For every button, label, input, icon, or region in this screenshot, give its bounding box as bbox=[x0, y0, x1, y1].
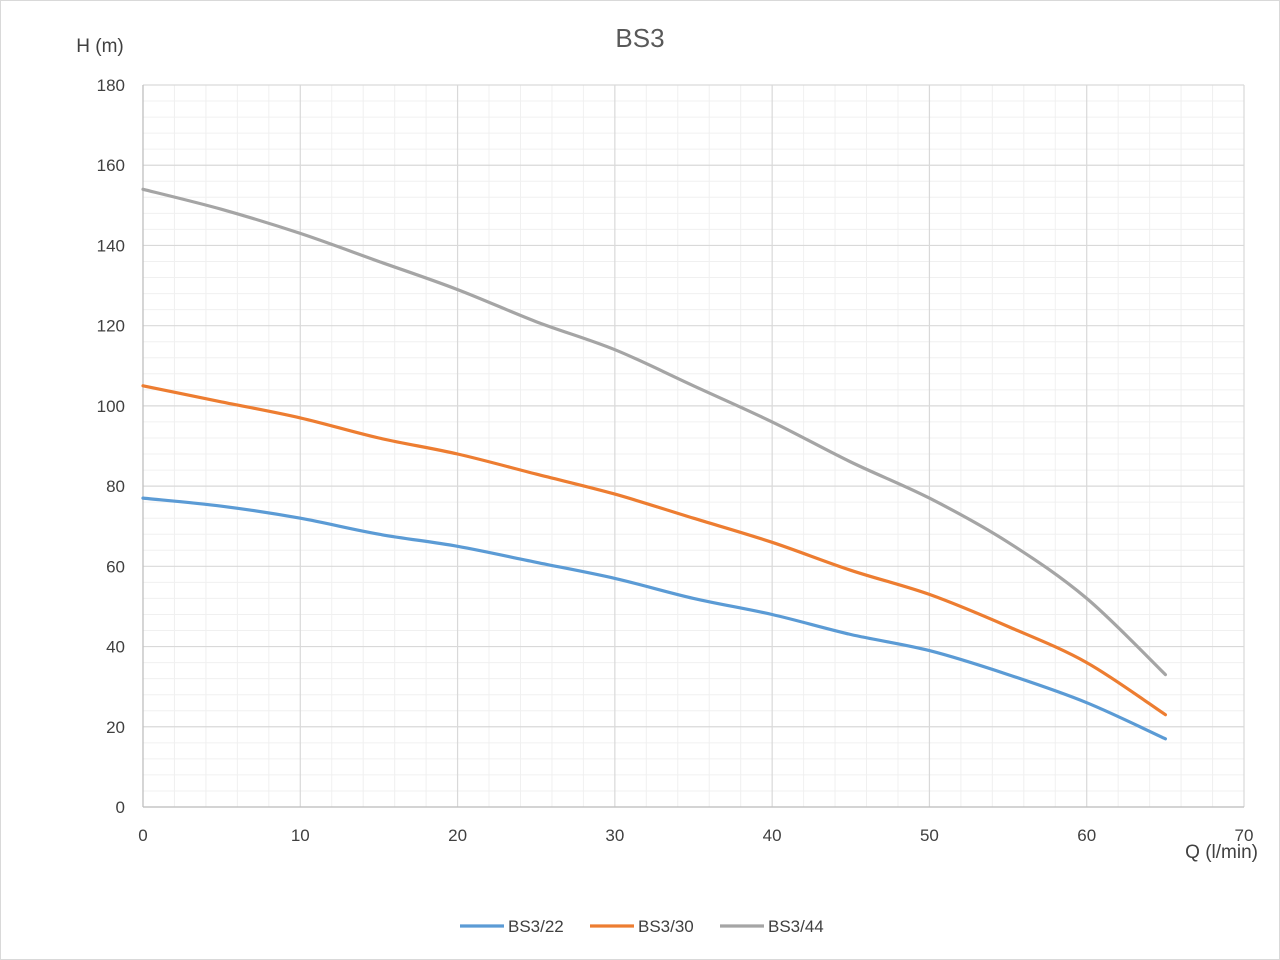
y-tick-label: 100 bbox=[97, 397, 125, 416]
y-tick-label: 20 bbox=[106, 718, 125, 737]
axes bbox=[142, 85, 1244, 808]
legend-label: BS3/44 bbox=[768, 917, 824, 936]
legend-label: BS3/22 bbox=[508, 917, 564, 936]
y-tick-label: 120 bbox=[97, 317, 125, 336]
y-tick-label: 160 bbox=[97, 156, 125, 175]
x-axis-title: Q (l/min) bbox=[1185, 842, 1258, 863]
y-tick-label: 140 bbox=[97, 236, 125, 255]
tick-labels: 0 20 40 60 80 100 120 140 160 180 0 10 20 30 40 50 60 70 bbox=[97, 76, 1254, 845]
legend-item: BS3/30 bbox=[590, 917, 694, 936]
chart-title: BS3 bbox=[615, 23, 664, 53]
y-tick-label: 0 bbox=[116, 798, 125, 817]
x-tick-label: 70 bbox=[1235, 826, 1254, 845]
legend-item: BS3/44 bbox=[720, 917, 824, 936]
x-tick-label: 10 bbox=[291, 826, 310, 845]
legend-item: BS3/22 bbox=[460, 917, 564, 936]
y-tick-label: 60 bbox=[106, 557, 125, 576]
x-tick-label: 40 bbox=[763, 826, 782, 845]
x-tick-label: 60 bbox=[1077, 826, 1096, 845]
y-tick-label: 180 bbox=[97, 76, 125, 95]
series-line-bs3-22 bbox=[141, 496, 1167, 741]
x-tick-label: 0 bbox=[138, 826, 147, 845]
x-tick-label: 30 bbox=[605, 826, 624, 845]
legend: BS3/22 BS3/30 BS3/44 bbox=[460, 917, 824, 936]
x-tick-label: 50 bbox=[920, 826, 939, 845]
y-axis-title: H (m) bbox=[76, 36, 123, 57]
series-lines bbox=[141, 187, 1167, 741]
series-line-bs3-30 bbox=[141, 384, 1167, 717]
legend-label: BS3/30 bbox=[638, 917, 694, 936]
x-tick-label: 20 bbox=[448, 826, 467, 845]
minor-gridlines bbox=[143, 85, 1244, 807]
series-line-bs3-44 bbox=[141, 187, 1167, 677]
y-tick-label: 80 bbox=[106, 477, 125, 496]
y-tick-label: 40 bbox=[106, 638, 125, 657]
